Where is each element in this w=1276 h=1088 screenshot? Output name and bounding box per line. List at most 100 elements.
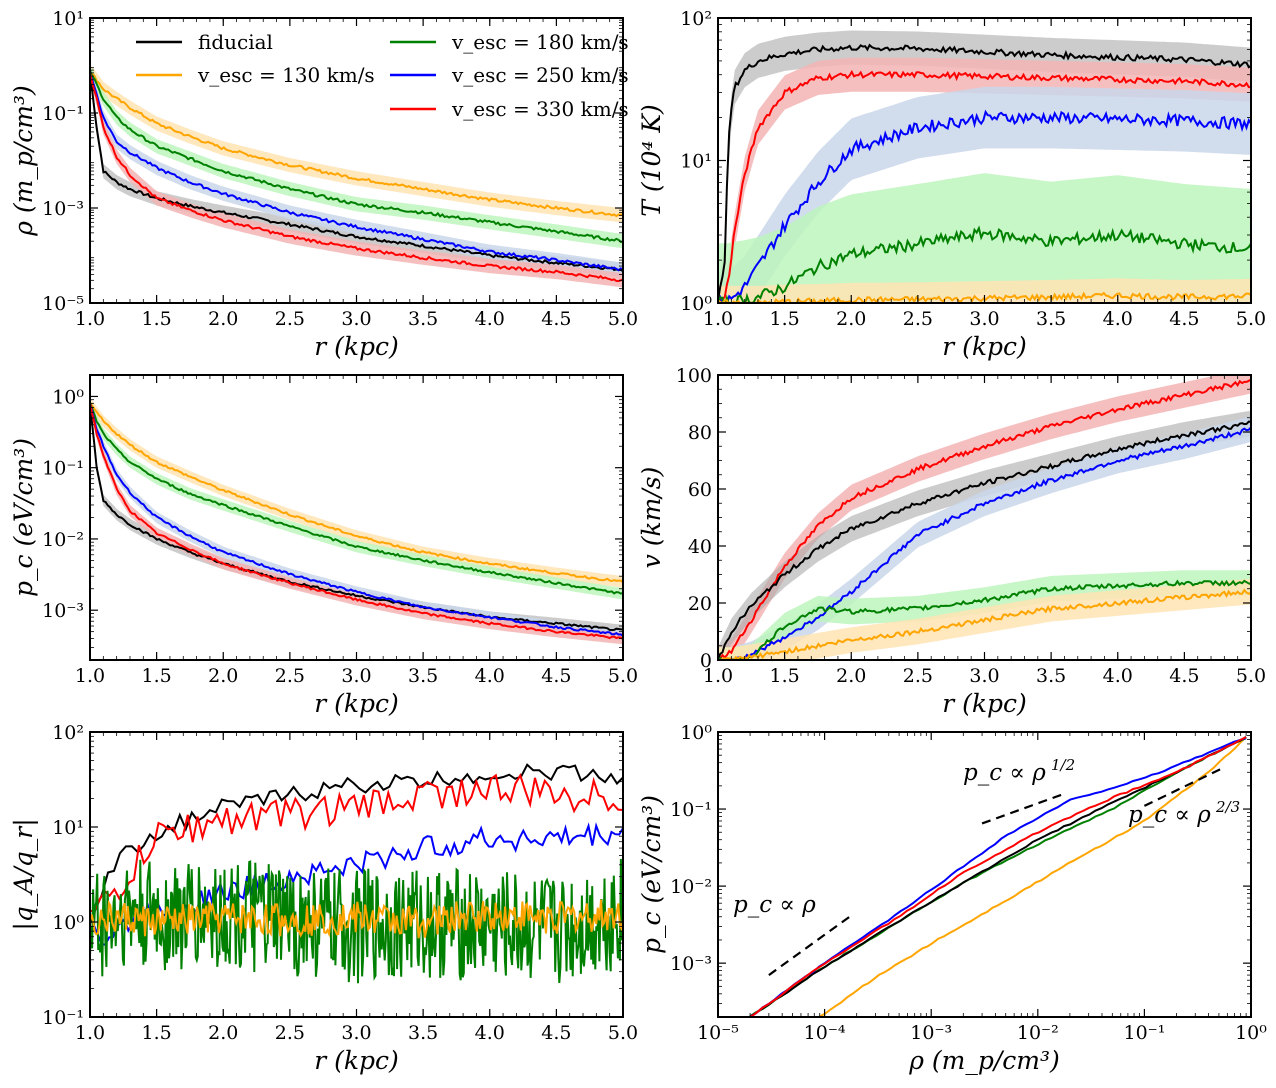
x-tick-label: 2.5 <box>903 308 933 330</box>
series-v250 <box>90 403 623 637</box>
series-v180 <box>718 225 1251 303</box>
y-tick-label: 10⁰ <box>52 912 84 934</box>
x-tick-label: 3.0 <box>341 308 371 330</box>
band-v130 <box>90 64 623 223</box>
x-tick-label: 1.5 <box>770 665 800 687</box>
x-tick-label: 10⁻⁵ <box>697 1022 739 1044</box>
series-fiducial <box>90 72 623 272</box>
x-axis-label: ρ (m_p/cm³) <box>908 1046 1060 1075</box>
x-tick-label: 2.5 <box>903 665 933 687</box>
series-v130 <box>90 899 623 939</box>
y-axis-label: p_c (eV/cm³) <box>637 795 666 954</box>
y-tick-label: 20 <box>688 593 712 615</box>
legend-label-v180: v_esc = 180 km/s <box>451 30 629 54</box>
series-v330 <box>90 402 623 640</box>
y-tick-label: 10¹ <box>680 151 712 173</box>
x-axis-label: r (kpc) <box>314 689 399 718</box>
y-tick-label: 10¹ <box>52 8 84 30</box>
x-tick-label: 10⁻¹ <box>1123 1022 1165 1044</box>
x-tick-label: 10⁻⁴ <box>804 1022 846 1044</box>
series-fiducial <box>90 763 623 924</box>
x-tick-label: 3.5 <box>1036 665 1066 687</box>
x-tick-label: 2.0 <box>208 308 238 330</box>
series-v330 <box>718 69 1251 303</box>
y-tick-label: 10⁻² <box>42 529 84 551</box>
x-tick-label: 4.5 <box>541 1022 571 1044</box>
x-tick-label: 2.0 <box>836 665 866 687</box>
x-tick-label: 3.5 <box>1036 308 1066 330</box>
y-tick-label: 80 <box>688 422 712 444</box>
y-tick-label: 10⁻¹ <box>42 103 84 125</box>
y-tick-label: 40 <box>688 536 712 558</box>
x-tick-label: 1.5 <box>142 1022 172 1044</box>
y-axis-label: ρ (m_p/cm³) <box>9 85 38 237</box>
series-v180 <box>718 579 1251 660</box>
series-v330 <box>749 736 1247 1017</box>
plot-area-rho <box>90 64 623 288</box>
x-tick-label: 3.5 <box>408 308 438 330</box>
x-tick-label: 10⁰ <box>1235 1022 1267 1044</box>
y-tick-label: 10⁻¹ <box>42 458 84 480</box>
x-tick-label: 4.0 <box>475 665 505 687</box>
panel-pc: 1.0 1.5 2.0 2.5 3.0 3.5 4.0 4.5 5.0 10⁻³ 10⁻² 10⁻¹ 1… <box>9 374 638 718</box>
series-v130 <box>819 736 1247 1017</box>
band-v130 <box>90 397 623 588</box>
series-v250 <box>90 73 623 272</box>
band-v180 <box>90 64 623 249</box>
series-v330 <box>90 72 623 283</box>
x-axis-label: r (kpc) <box>942 332 1027 361</box>
x-axis-label: r (kpc) <box>942 689 1027 718</box>
band-v330 <box>718 375 1251 660</box>
x-axis-label: r (kpc) <box>314 1046 399 1075</box>
series-v180 <box>90 402 623 595</box>
y-tick-label: 100 <box>676 365 712 387</box>
annotation-label: p_c ∝ ρ <box>1128 802 1211 828</box>
y-tick-label: 10² <box>52 722 84 744</box>
x-tick-label: 4.5 <box>1169 308 1199 330</box>
x-tick-label: 10⁻³ <box>910 1022 952 1044</box>
x-tick-label: 1.0 <box>75 665 105 687</box>
annotation-exponent: 2/3 <box>1215 798 1240 816</box>
x-tick-label: 1.5 <box>142 665 172 687</box>
y-tick-label: 10⁰ <box>680 722 712 744</box>
plot-area-qratio <box>90 763 623 984</box>
x-tick-label: 5.0 <box>608 308 638 330</box>
x-tick-label: 2.5 <box>275 1022 305 1044</box>
x-tick-label: 1.5 <box>770 308 800 330</box>
x-tick-label: 3.0 <box>969 308 999 330</box>
legend: fiducial v_esc = 130 km/s v_esc = 180 km/s… <box>136 30 629 121</box>
y-axis-label: v (km/s) <box>637 467 666 569</box>
legend-label-v130: v_esc = 130 km/s <box>197 63 375 87</box>
y-axis-label: T (10⁴ K) <box>637 104 666 217</box>
series-v250 <box>718 109 1251 303</box>
series-v330 <box>718 378 1251 660</box>
band-v250 <box>90 65 623 277</box>
x-tick-label: 2.5 <box>275 665 305 687</box>
y-tick-label: 10⁻³ <box>670 953 712 975</box>
series-fiducial <box>718 43 1251 302</box>
x-tick-label: 4.5 <box>1169 665 1199 687</box>
x-tick-label: 3.0 <box>341 1022 371 1044</box>
y-tick-label: 60 <box>688 479 712 501</box>
x-tick-label: 4.0 <box>1103 308 1133 330</box>
x-tick-label: 1.5 <box>142 308 172 330</box>
series-fiducial <box>749 736 1247 1017</box>
x-tick-label: 4.5 <box>541 308 571 330</box>
y-tick-label: 10⁰ <box>52 386 84 408</box>
panel-qratio: 1.0 1.5 2.0 2.5 3.0 3.5 4.0 4.5 5.0 10⁻¹ 10⁰ 10¹ 10²… <box>9 722 638 1075</box>
band-v330 <box>90 65 623 288</box>
x-tick-label: 5.0 <box>1236 308 1266 330</box>
y-axis-label: |q_A/q_r| <box>9 818 39 930</box>
y-tick-label: 0 <box>700 650 712 672</box>
x-tick-label: 5.0 <box>1236 665 1266 687</box>
legend-label-fiducial: fiducial <box>198 30 273 54</box>
legend-label-v330: v_esc = 330 km/s <box>451 97 629 121</box>
x-tick-label: 5.0 <box>608 665 638 687</box>
series-v330 <box>90 772 623 913</box>
band-v180 <box>718 173 1251 303</box>
series-fiducial <box>718 420 1251 660</box>
x-tick-label: 2.0 <box>208 665 238 687</box>
y-tick-label: 10⁻¹ <box>670 799 712 821</box>
x-tick-label: 2.0 <box>836 308 866 330</box>
band-fiducial <box>90 65 623 277</box>
